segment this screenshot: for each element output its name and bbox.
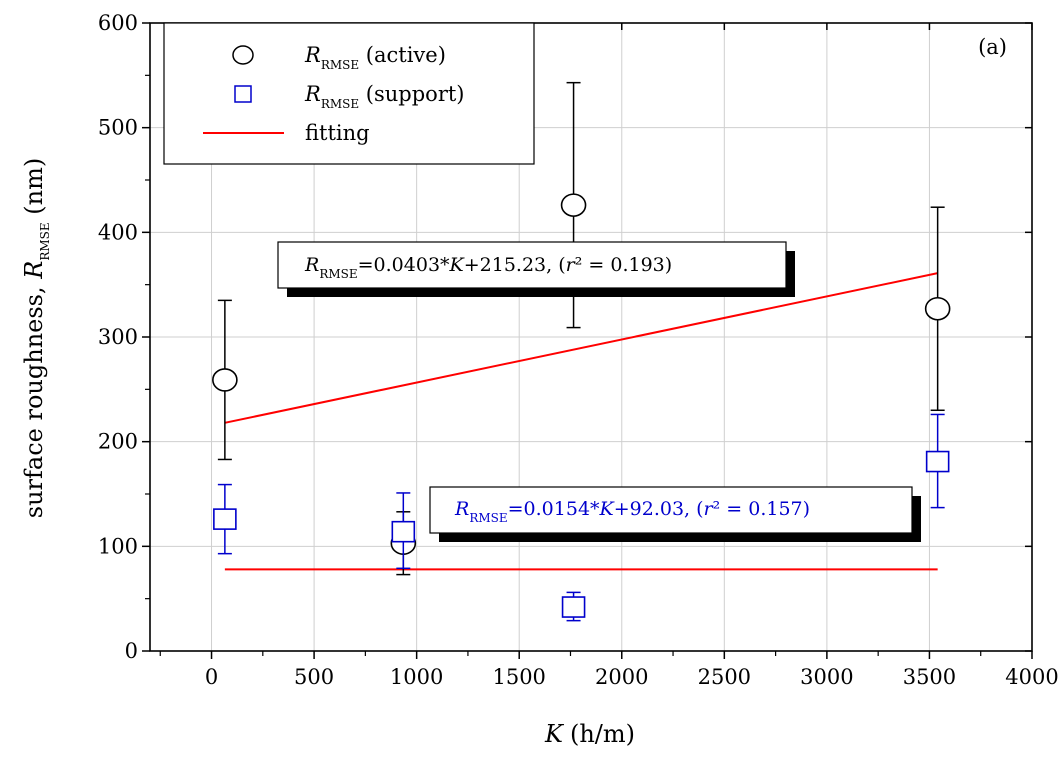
eq-active-main: =0.0403*	[358, 254, 450, 276]
eq-support-kvar: K	[599, 498, 616, 520]
y-tick-label: 500	[98, 116, 138, 140]
y-tick-label: 300	[98, 325, 138, 349]
eq-support-rvar: r	[704, 498, 715, 520]
x-tick-label: 1000	[390, 665, 443, 689]
legend-active-text: (active)	[359, 43, 446, 67]
data-point-support	[391, 520, 416, 543]
eq-active-sub: RMSE	[319, 267, 357, 281]
equation-annotations: RRMSE=0.0403*K+215.23, (r² = 0.193) RRMS…	[277, 241, 921, 542]
y-tick-label: 400	[98, 220, 138, 244]
legend-item-active: RRMSE (active)	[304, 43, 446, 72]
legend-support-sub: RMSE	[321, 97, 359, 111]
eq-active-var: R	[304, 254, 319, 276]
data-point-support	[925, 450, 950, 473]
equation-box-frame-blue	[429, 486, 913, 534]
eq-support-rest: +92.03, (	[614, 498, 704, 520]
legend-active-var: R	[304, 43, 321, 67]
equation-box-frame	[277, 241, 787, 289]
equation-support-text: RRMSE=0.0154*K+92.03, (r² = 0.157)	[454, 498, 810, 525]
y-axis-title: surface roughness, RRMSE (nm)	[20, 158, 52, 518]
legend-support-var: R	[304, 82, 321, 106]
y-axis-var: R	[20, 261, 48, 280]
x-axis-unit: (h/m)	[570, 720, 635, 748]
eq-support-sub: RMSE	[469, 511, 507, 525]
y-axis-unit: (nm)	[20, 158, 48, 223]
x-tick-label: 4000	[1005, 665, 1058, 689]
eq-support-rrest: ² = 0.157)	[713, 498, 810, 520]
data-point-active	[924, 296, 951, 321]
legend-box	[163, 22, 535, 165]
x-axis-title: K (h/m)	[544, 720, 635, 748]
eq-support-main: =0.0154*	[508, 498, 600, 520]
data-point-support	[213, 508, 237, 530]
eq-active-rrest: ² = 0.193)	[575, 254, 672, 276]
equation-box-support: RRMSE=0.0154*K+92.03, (r² = 0.157)	[429, 486, 921, 542]
fitting-line	[224, 272, 938, 424]
y-axis-main: surface roughness,	[20, 279, 48, 518]
y-tick-label: 200	[98, 430, 138, 454]
legend-circle-marker	[232, 45, 254, 65]
eq-active-kvar: K	[449, 254, 466, 276]
x-tick-label: 3000	[800, 665, 853, 689]
equation-box-active: RRMSE=0.0403*K+215.23, (r² = 0.193)	[277, 241, 795, 297]
legend-active-sub: RMSE	[321, 58, 359, 72]
legend-support-text: (support)	[359, 82, 464, 106]
axis-ticks: 0 500 1000 1500 2000 2500 3000 3500 4000 0 100 200 3…	[98, 11, 1059, 689]
legend-item-support: RRMSE (support)	[304, 82, 465, 111]
data-series	[212, 81, 951, 622]
equation-active-text: RRMSE=0.0403*K+215.23, (r² = 0.193)	[304, 254, 672, 281]
x-tick-label: 500	[294, 665, 334, 689]
data-point-active	[212, 368, 238, 392]
x-axis-var: K	[544, 720, 565, 748]
data-point-active	[560, 193, 587, 217]
eq-active-rest: +215.23, (	[464, 254, 566, 276]
y-tick-label: 600	[98, 11, 138, 35]
fitting-lines	[224, 272, 938, 571]
x-tick-label: 0	[205, 665, 218, 689]
legend-item-fitting: fitting	[305, 121, 370, 145]
eq-active-rvar: r	[566, 254, 577, 276]
eq-support-var: R	[454, 498, 469, 520]
x-tick-label: 3500	[903, 665, 956, 689]
data-point-support	[561, 596, 586, 618]
x-tick-label: 2000	[595, 665, 648, 689]
grid-lines	[150, 23, 1032, 651]
x-tick-label: 1500	[492, 665, 545, 689]
y-axis-sub: RMSE	[38, 222, 52, 260]
legend-square-marker	[234, 85, 252, 103]
panel-label: (a)	[978, 35, 1007, 59]
y-tick-label: 100	[98, 534, 138, 558]
x-tick-label: 2500	[698, 665, 751, 689]
legend: RRMSE (active) RRMSE (support) fitting	[163, 22, 535, 165]
y-tick-label: 0	[125, 639, 138, 663]
